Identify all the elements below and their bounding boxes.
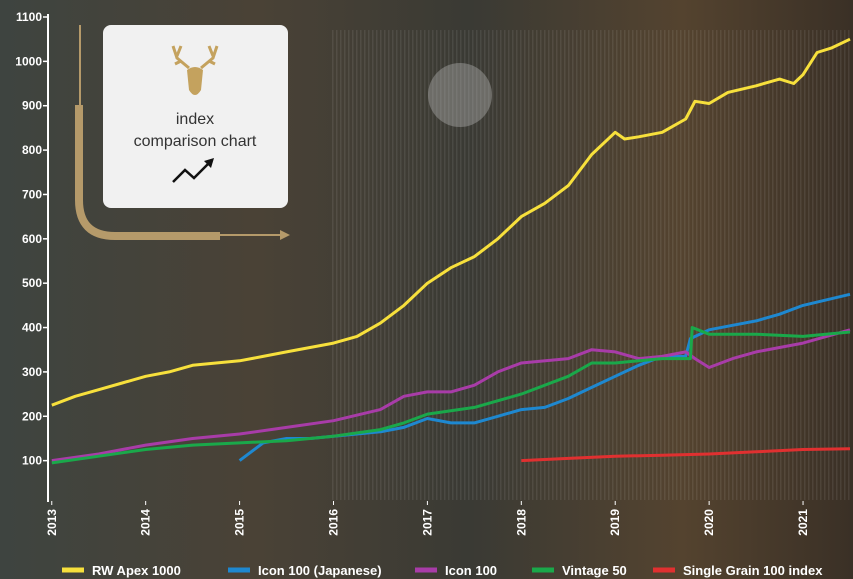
y-tick-label: 400	[22, 321, 42, 335]
y-tick-label: 100	[22, 454, 42, 468]
legend-label: Vintage 50	[562, 563, 627, 578]
series-line	[51, 326, 851, 465]
box-title: index	[176, 111, 214, 128]
x-tick-label: 2015	[233, 509, 247, 536]
x-tick-label: 2014	[139, 509, 153, 536]
y-tick-label: 800	[22, 143, 42, 157]
y-tick-label: 1000	[15, 54, 42, 68]
legend-label: Single Grain 100 index	[683, 563, 823, 578]
series-line	[51, 37, 851, 407]
y-tick-label: 200	[22, 409, 42, 423]
y-tick-label: 900	[22, 99, 42, 113]
trend-icon-head	[204, 158, 214, 168]
y-tick-label: 300	[22, 365, 42, 379]
y-tick-label: 500	[22, 276, 42, 290]
decor-arrow	[280, 230, 290, 240]
y-tick-label: 700	[22, 187, 42, 201]
box-subtitle: comparison chart	[134, 133, 257, 150]
y-tick-label: 600	[22, 232, 42, 246]
x-tick-label: 2017	[420, 509, 434, 536]
x-tick-label: 2016	[326, 509, 340, 536]
background-blob	[428, 63, 492, 127]
info-box	[103, 25, 288, 208]
x-tick-label: 2020	[702, 509, 716, 536]
legend-label: Icon 100	[445, 563, 497, 578]
x-tick-label: 2019	[608, 509, 622, 536]
legend-label: Icon 100 (Japanese)	[258, 563, 382, 578]
decor-bar	[75, 105, 220, 240]
y-tick-label: 1100	[16, 10, 42, 24]
plot-area: 100 200 300 400 500 600 700 800 900 1000 1100 2013 2…	[15, 10, 851, 536]
series-line	[51, 328, 851, 463]
x-tick-label: 2018	[514, 509, 528, 536]
deer-icon	[171, 45, 219, 95]
legend-label: RW Apex 1000	[92, 563, 181, 578]
x-tick-label: 2013	[45, 509, 59, 536]
legend: RW Apex 1000 Icon 100 (Japanese) Icon 100 V…	[62, 563, 823, 578]
x-tick-label: 2021	[796, 509, 810, 536]
series-line	[521, 447, 851, 463]
trend-icon	[172, 161, 211, 183]
background-texture	[330, 30, 850, 500]
